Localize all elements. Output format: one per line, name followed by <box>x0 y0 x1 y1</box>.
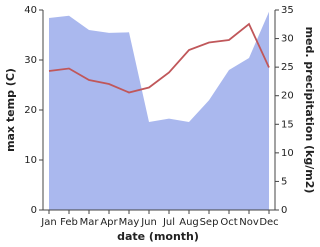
x-tick-label: Sep <box>200 217 219 228</box>
x-tick-label: Oct <box>220 217 237 228</box>
y2-tick-label: 30 <box>281 34 294 45</box>
x-tick-label: Nov <box>239 217 259 228</box>
temperature-line <box>48 22 270 94</box>
x-tick-label: Feb <box>60 217 78 228</box>
y-axis-label: max temp (C) <box>4 68 17 152</box>
y2-axis-label: med. precipitation (kg/m2) <box>303 27 316 194</box>
x-tick-label: Aug <box>179 217 199 228</box>
x-axis-label: date (month) <box>117 230 199 243</box>
y-tick-label: 10 <box>24 155 37 166</box>
y2-tick-label: 20 <box>281 91 294 102</box>
x-tick-label: May <box>119 217 140 228</box>
y2-tick-label: 35 <box>281 5 294 16</box>
x-tick-label: Jan <box>40 217 56 228</box>
y2-tick-label: 0 <box>281 205 287 216</box>
y-tick-label: 30 <box>24 55 37 66</box>
precipitation-area <box>49 11 269 211</box>
y2-tick-label: 5 <box>281 176 287 187</box>
x-tick-label: Apr <box>100 217 118 228</box>
y-tick-label: 20 <box>24 105 37 116</box>
y2-tick-label: 25 <box>281 62 294 73</box>
y2-tick-label: 10 <box>281 148 294 159</box>
x-tick-label: Jun <box>140 217 157 228</box>
y-tick-label: 0 <box>31 205 37 216</box>
y-tick-label: 40 <box>24 5 37 16</box>
x-tick-label: Dec <box>259 217 278 228</box>
x-tick-label: Mar <box>80 217 100 228</box>
x-tick-label: Jul <box>162 217 175 228</box>
y2-tick-label: 15 <box>281 119 294 130</box>
